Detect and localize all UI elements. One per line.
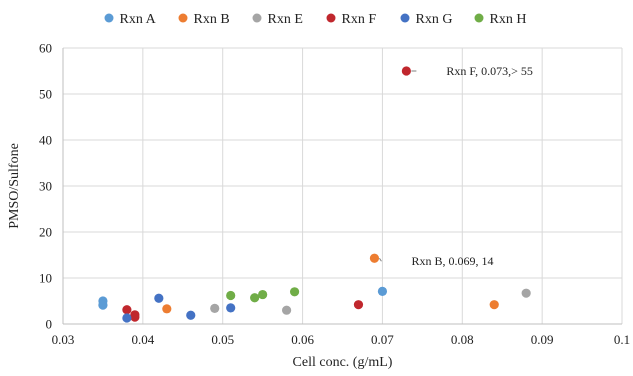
legend-label: Rxn H xyxy=(490,12,527,27)
x-tick-label: 0.05 xyxy=(211,332,234,347)
data-point xyxy=(226,290,236,301)
annotation-label: Rxn F, 0.073,> 55 xyxy=(446,64,532,78)
x-tick-label: 0.06 xyxy=(291,332,314,347)
data-point xyxy=(122,305,132,315)
data-point xyxy=(98,300,108,310)
legend-label: Rxn B xyxy=(194,12,230,27)
y-tick-label: 30 xyxy=(39,179,52,194)
y-axis-title: PMSO/Sulfone xyxy=(7,143,22,229)
data-point xyxy=(377,286,388,296)
data-point xyxy=(521,288,531,298)
annotations: Rxn F, 0.073,> 55 Rxn B, 0.069, 14 xyxy=(379,64,533,268)
legend-swatch xyxy=(252,13,262,23)
data-point xyxy=(369,253,380,263)
data-point xyxy=(226,303,236,313)
y-tick-label: 50 xyxy=(39,87,52,102)
data-point xyxy=(489,300,499,310)
legend-swatch xyxy=(474,13,484,23)
data-point xyxy=(282,305,292,315)
legend-label: Rxn F xyxy=(342,12,377,27)
legend-swatch xyxy=(104,13,114,23)
legend-swatch xyxy=(400,13,410,23)
y-tick-label: 20 xyxy=(39,225,52,240)
annotation-leader-line xyxy=(379,257,382,262)
data-point xyxy=(258,289,268,300)
x-tick-label: 0.08 xyxy=(451,332,474,347)
annotation-label: Rxn B, 0.069, 14 xyxy=(411,254,493,268)
y-tick-label: 10 xyxy=(39,271,52,286)
data-point xyxy=(162,304,172,314)
y-tick-label: 0 xyxy=(46,317,53,332)
legend: Rxn A Rxn B Rxn E Rxn F Rxn G Rxn H xyxy=(104,12,527,27)
data-point xyxy=(250,293,260,303)
x-tick-label: 0.03 xyxy=(52,332,75,347)
x-tick-label: 0.09 xyxy=(531,332,554,347)
x-axis-title: Cell conc. (g/mL) xyxy=(293,355,393,370)
legend-swatch xyxy=(326,13,336,23)
x-tick-label: 0.07 xyxy=(371,332,394,347)
data-point xyxy=(130,312,140,322)
legend-label: Rxn E xyxy=(268,12,303,27)
data-point xyxy=(289,287,300,297)
grid xyxy=(63,47,623,324)
data-point xyxy=(210,303,220,313)
tick-labels: 0.03 0.04 0.05 0.06 0.07 0.08 0.09 0.1 0 10 20 30 40… xyxy=(39,41,630,348)
data-point xyxy=(353,300,364,310)
data-points xyxy=(98,66,531,323)
axes xyxy=(62,48,622,325)
data-point xyxy=(401,66,411,76)
legend-swatch xyxy=(178,13,188,23)
legend-label: Rxn A xyxy=(120,12,157,27)
data-point xyxy=(122,313,132,323)
data-point xyxy=(154,293,164,303)
data-point xyxy=(186,310,196,320)
x-tick-label: 0.1 xyxy=(614,332,630,347)
x-tick-label: 0.04 xyxy=(131,332,154,347)
legend-label: Rxn G xyxy=(416,12,453,27)
y-tick-label: 40 xyxy=(39,133,52,148)
y-tick-label: 60 xyxy=(39,41,52,56)
